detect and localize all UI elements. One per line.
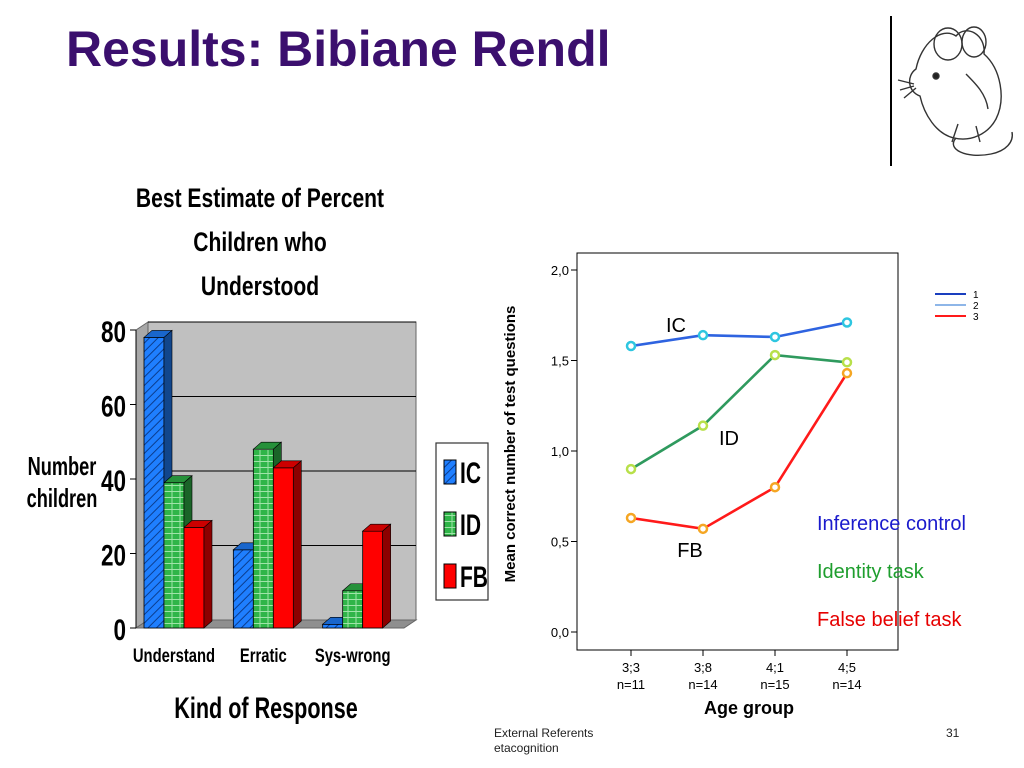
legend-swatch-id	[443, 511, 457, 537]
point-fb	[841, 367, 853, 379]
x-category-label: Sys-wrong	[315, 645, 391, 666]
left-chart-title: Best Estimate of Percent Children who Un…	[104, 176, 416, 308]
legend-swatch-ic	[443, 459, 457, 485]
task-legend-text: Inference control	[817, 513, 966, 535]
x-axis-label: Kind of Response	[174, 690, 358, 724]
legend-label-fb: FB	[460, 562, 488, 594]
x-category-sublabel: n=14	[688, 677, 717, 692]
bar-ic-erratic	[232, 549, 254, 629]
y-tick-label: 0	[113, 613, 126, 647]
y-axis-label-line2: children	[27, 484, 98, 513]
legend-swatch-fb	[443, 563, 457, 589]
y-tick-label: 2,0	[551, 263, 569, 278]
legend-label-2: 2	[973, 301, 979, 312]
y-tick-label: 80	[101, 315, 126, 349]
mouse-illustration	[897, 26, 1013, 156]
legend-label-id: ID	[460, 510, 481, 542]
point-ic	[625, 340, 637, 352]
page-number: 31	[946, 726, 960, 740]
bar-side-face	[203, 519, 213, 629]
point-id	[769, 349, 781, 361]
x-category-sublabel: n=14	[832, 677, 861, 692]
bar-side-face	[293, 460, 302, 629]
y-tick-label: 20	[101, 538, 126, 572]
left-chart-title-line2: Understood	[200, 271, 320, 301]
point-id	[841, 357, 853, 368]
x-category-label: 4;5	[838, 660, 856, 675]
series-label-id: ID	[719, 428, 739, 450]
y-tick-label: 40	[101, 464, 126, 498]
slide-title: Results: Bibiane Rendl	[66, 21, 611, 77]
bar-fb-erratic	[272, 467, 294, 629]
task-legend-text: Identity task	[817, 561, 925, 583]
x-axis-label: Age group	[704, 698, 794, 718]
y-tick-label: 0,5	[551, 535, 569, 550]
bar-ic-sys-wrong	[322, 623, 344, 629]
bar-ic-understand	[143, 337, 165, 629]
series-line-ic	[630, 321, 848, 348]
y-tick-label: 1,5	[551, 354, 569, 369]
point-id	[625, 463, 637, 475]
y-tick-label: 1,0	[551, 444, 569, 459]
footer-line2: etacognition	[494, 741, 559, 755]
bar-side-face	[382, 523, 391, 629]
x-category-label: Understand	[133, 645, 215, 666]
legend-label-1: 1	[973, 290, 979, 301]
footer-line1: External Referents	[494, 726, 594, 740]
plot-frame	[576, 252, 899, 651]
point-fb	[697, 523, 709, 535]
bar-id-erratic	[252, 448, 274, 629]
point-ic	[769, 331, 781, 343]
point-id	[697, 420, 709, 431]
point-ic	[697, 329, 709, 341]
bar-id-sys-wrong	[342, 590, 364, 629]
y-axis-label-line1: Number	[28, 452, 97, 481]
bar-id-understand	[163, 482, 185, 629]
x-category-sublabel: n=15	[760, 677, 789, 692]
bar-chart: 0 20 40 60 80 Understand Erratic Sys-wrong Numbe…	[27, 315, 489, 725]
bar-fb-understand	[183, 527, 205, 629]
point-fb	[769, 481, 781, 493]
legend-label-ic: IC	[460, 458, 481, 490]
x-category-label: 3;3	[622, 660, 640, 675]
y-axis-label: Mean correct number of test questions	[502, 306, 519, 583]
vertical-divider	[890, 16, 892, 166]
y-tick-label: 0,0	[551, 625, 569, 640]
left-chart-title-line1: Best Estimate of Percent Children who	[135, 183, 385, 257]
series-line-id	[630, 353, 848, 471]
x-category-label: 3;8	[694, 660, 712, 675]
series-label-fb: FB	[677, 540, 703, 562]
task-legend-text: False belief task	[817, 609, 963, 631]
x-category-sublabel: n=11	[617, 677, 645, 692]
footer-text: External Referents etacognition	[494, 726, 593, 756]
point-fb	[625, 512, 637, 524]
series-line-fb	[630, 372, 849, 531]
line-chart: 0,0 0,5 1,0 1,5 2,0 3;3 n=11 3;8 n=14 4;1 n=15 4;5 n…	[502, 252, 979, 718]
y-tick-label: 60	[101, 389, 126, 423]
x-category-label: Erratic	[240, 645, 287, 666]
x-category-label: 4;1	[766, 660, 784, 675]
bar-fb-sys-wrong	[362, 530, 384, 629]
series-label-ic: IC	[666, 315, 686, 337]
legend-label-3: 3	[973, 312, 979, 323]
point-ic	[841, 317, 853, 328]
